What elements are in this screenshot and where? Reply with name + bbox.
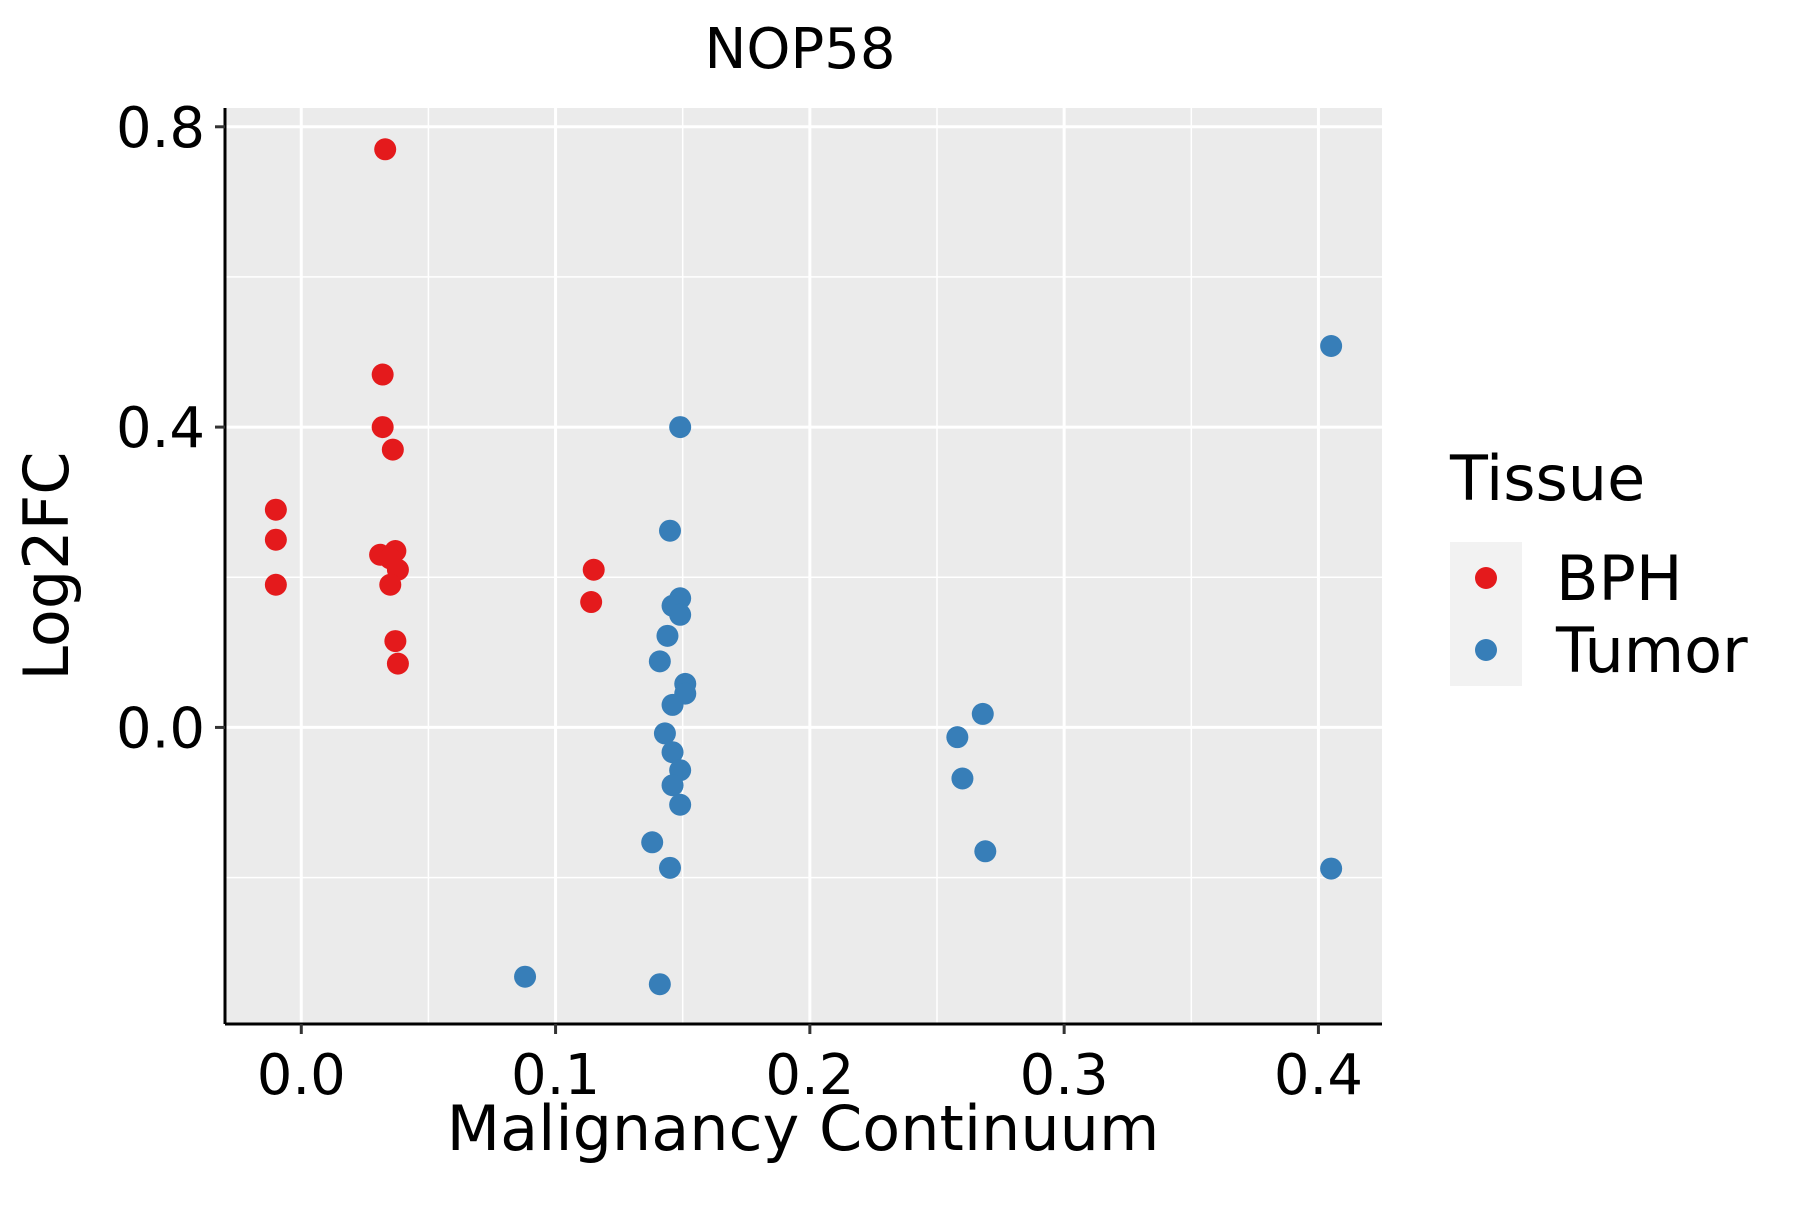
- data-point-tumor: [656, 624, 679, 647]
- data-point-bph: [580, 591, 603, 614]
- data-point-bph: [371, 416, 394, 439]
- data-point-tumor: [661, 774, 684, 797]
- data-point-tumor: [661, 693, 684, 716]
- y-tick-label: 0.8: [116, 96, 205, 161]
- y-axis-title: Log2FC: [10, 451, 83, 680]
- data-point-bph: [582, 558, 605, 581]
- x-axis-title: Malignancy Continuum: [447, 1092, 1160, 1165]
- y-tick-label: 0.0: [116, 696, 205, 761]
- data-point-bph: [381, 438, 404, 461]
- minor-gridlines: [225, 108, 1382, 1024]
- data-point-tumor: [946, 726, 969, 749]
- data-point-tumor: [653, 722, 676, 745]
- legend-key-bph: [1475, 567, 1497, 589]
- data-point-bph: [264, 573, 287, 596]
- data-point-bph: [386, 652, 409, 675]
- data-point-tumor: [1320, 335, 1343, 358]
- y-tick-label: 0.4: [116, 396, 205, 461]
- data-point-bph: [384, 630, 407, 653]
- data-point-tumor: [971, 702, 994, 725]
- data-point-tumor: [661, 741, 684, 764]
- data-point-tumor: [669, 603, 692, 626]
- data-point-tumor: [641, 831, 664, 854]
- data-point-tumor: [974, 840, 997, 863]
- data-point-bph: [264, 528, 287, 551]
- data-point-tumor: [648, 650, 671, 673]
- data-point-tumor: [514, 965, 537, 988]
- major-gridlines: [225, 108, 1382, 1024]
- y-axis-ticks: 0.0 0.4 0.8: [116, 96, 225, 761]
- legend-label-bph: BPH: [1556, 542, 1683, 615]
- data-point-bph: [374, 138, 397, 161]
- data-point-bph: [264, 498, 287, 521]
- data-point-tumor: [669, 416, 692, 439]
- x-tick-label: 0.0: [257, 1043, 346, 1108]
- x-tick-label: 0.1: [511, 1043, 600, 1108]
- chart-title: NOP58: [705, 17, 896, 82]
- x-axis-ticks: 0.0 0.1 0.2 0.3 0.4: [257, 1024, 1363, 1108]
- data-point-bph: [371, 363, 394, 386]
- x-tick-label: 0.4: [1274, 1043, 1363, 1108]
- data-point-tumor: [659, 519, 681, 542]
- data-point-tumor: [951, 767, 974, 790]
- data-point-bph: [379, 573, 402, 596]
- legend-key-tumor: [1475, 639, 1497, 661]
- legend-title: Tissue: [1449, 442, 1645, 515]
- data-point-tumor: [648, 973, 671, 996]
- legend-label-tumor: Tumor: [1555, 614, 1748, 687]
- data-points: [264, 138, 1343, 996]
- x-tick-label: 0.3: [1020, 1043, 1109, 1108]
- data-point-tumor: [659, 856, 681, 879]
- plot-panel: [225, 108, 1382, 1024]
- data-point-tumor: [1320, 857, 1343, 880]
- legend-key-background: [1450, 542, 1522, 686]
- x-tick-label: 0.2: [765, 1043, 854, 1108]
- data-point-tumor: [669, 793, 692, 816]
